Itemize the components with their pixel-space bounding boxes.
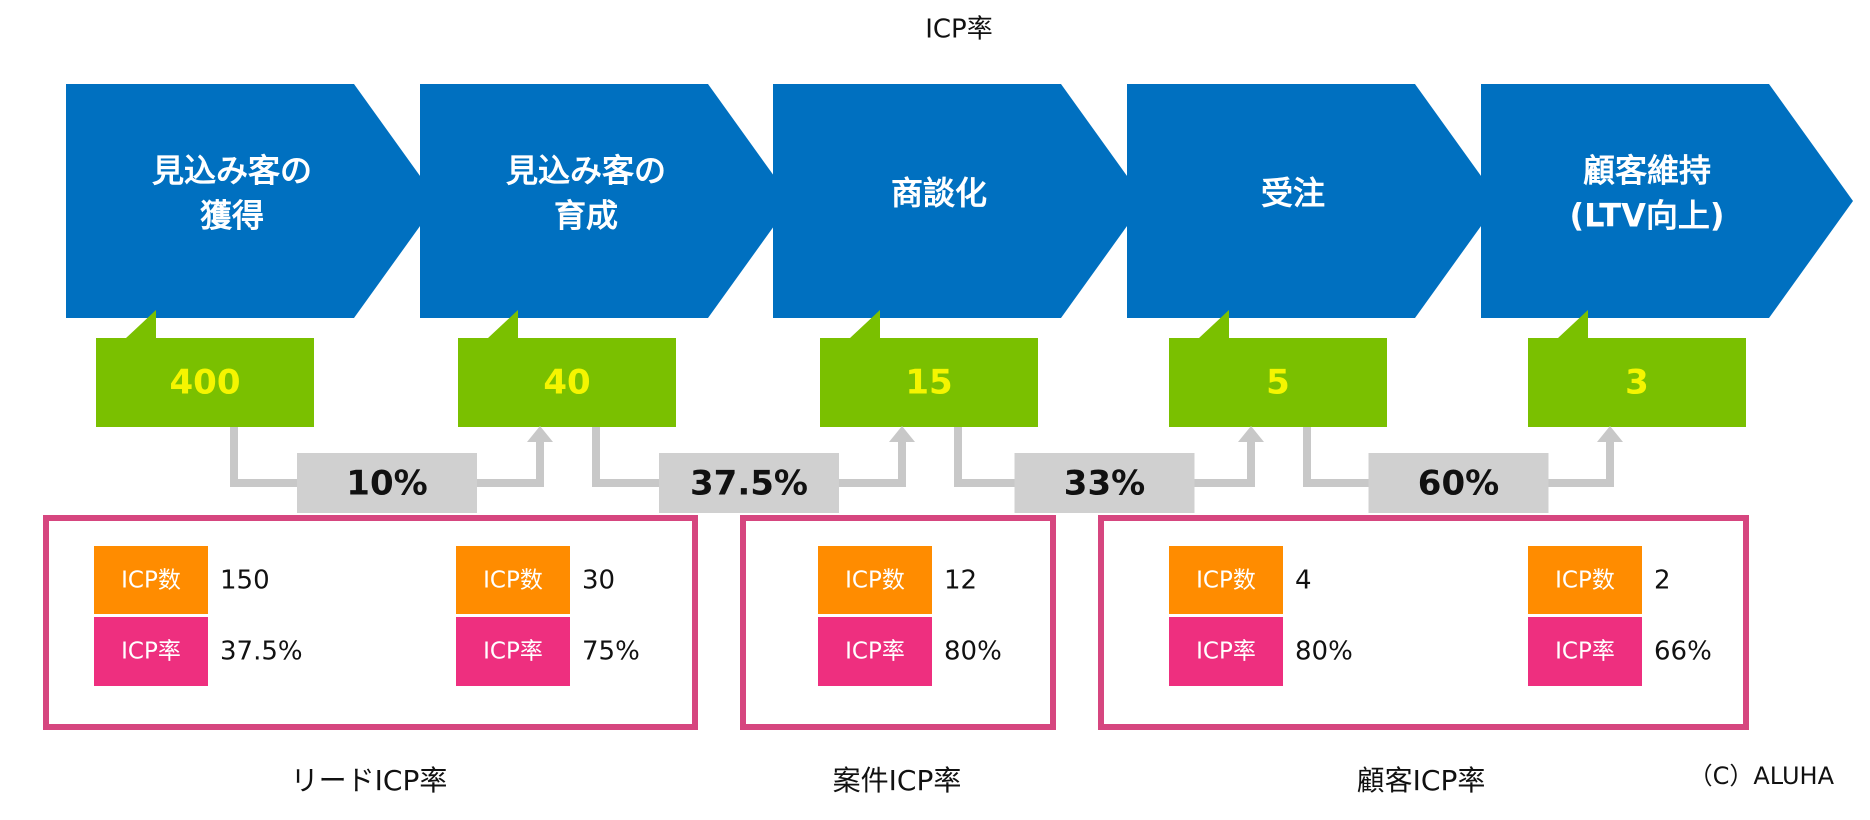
icp-rate-label: ICP率 (1196, 639, 1256, 665)
icp-count-tag (818, 546, 932, 614)
icp-count-tag (1169, 546, 1283, 614)
count-box (96, 310, 314, 427)
count-value: 40 (543, 363, 590, 403)
group-caption: 案件ICP率 (833, 764, 962, 797)
icp-count: 12 (944, 566, 977, 596)
icp-rate-label: ICP率 (845, 639, 905, 665)
icp-count-label: ICP数 (845, 568, 905, 594)
stage-chevron (420, 84, 792, 318)
icp-count-label: ICP数 (483, 568, 543, 594)
icp-rate: 66% (1654, 637, 1712, 667)
connector-arrowhead (1238, 426, 1264, 442)
stage-label: 受注 (1261, 174, 1325, 212)
title: ICP率 (925, 15, 993, 45)
count-value: 400 (170, 363, 241, 403)
count-value: 5 (1266, 363, 1290, 403)
conversion-box (1368, 453, 1549, 513)
conversion-rate: 37.5% (690, 464, 808, 504)
icp-count: 2 (1654, 566, 1671, 596)
stage-label: 見込み客の (152, 152, 312, 190)
count-box (1528, 310, 1746, 427)
icp-rate: 80% (944, 637, 1002, 667)
connector-arrowhead (889, 426, 915, 442)
stage-label: 育成 (554, 197, 618, 235)
group-frame (43, 515, 698, 730)
group-frame (1098, 515, 1749, 730)
connector-arrowhead (1597, 426, 1623, 442)
icp-count: 4 (1295, 566, 1312, 596)
icp-rate-tag (94, 617, 208, 686)
icp-count-label: ICP数 (1555, 568, 1615, 594)
icp-rate: 80% (1295, 637, 1353, 667)
stage-label: 顧客維持 (1583, 152, 1711, 190)
conversion-rate: 10% (346, 464, 427, 504)
icp-rate-label: ICP率 (1555, 639, 1615, 665)
conversion-box (297, 453, 477, 513)
stage-label: (LTV向上) (1570, 197, 1725, 235)
connector-arrowhead (527, 426, 553, 442)
icp-count: 30 (582, 566, 615, 596)
group-caption: リードICP率 (291, 764, 448, 797)
conversion-rate: 60% (1418, 464, 1499, 504)
stage-chevron (1481, 84, 1853, 318)
count-box (820, 310, 1038, 427)
count-value: 15 (905, 363, 952, 403)
stage-label: 商談化 (891, 174, 987, 212)
icp-rate-label: ICP率 (483, 639, 543, 665)
icp-count-tag (456, 546, 570, 614)
icp-count-label: ICP数 (1196, 568, 1256, 594)
conversion-box (659, 453, 839, 513)
icp-rate-tag (818, 617, 932, 686)
stage-chevron (773, 84, 1145, 318)
count-box (1169, 310, 1387, 427)
icp-rate-tag (1169, 617, 1283, 686)
icp-count-tag (1528, 546, 1642, 614)
icp-rate-tag (1528, 617, 1642, 686)
icp-rate-label: ICP率 (121, 639, 181, 665)
count-box (458, 310, 676, 427)
copyright: （C）ALUHA (1689, 762, 1835, 790)
count-value: 3 (1625, 363, 1649, 403)
conversion-rate: 33% (1064, 464, 1145, 504)
stage-chevron (66, 84, 438, 318)
icp-count-label: ICP数 (121, 568, 181, 594)
icp-rate: 75% (582, 637, 640, 667)
stage-chevron (1127, 84, 1499, 318)
stage-label: 見込み客の (506, 152, 666, 190)
icp-count: 150 (220, 566, 270, 596)
conversion-box (1014, 453, 1195, 513)
icp-count-tag (94, 546, 208, 614)
group-caption: 顧客ICP率 (1357, 764, 1486, 797)
group-frame (740, 515, 1056, 730)
icp-rate-tag (456, 617, 570, 686)
stage-label: 獲得 (200, 197, 264, 235)
icp-rate: 37.5% (220, 637, 303, 667)
